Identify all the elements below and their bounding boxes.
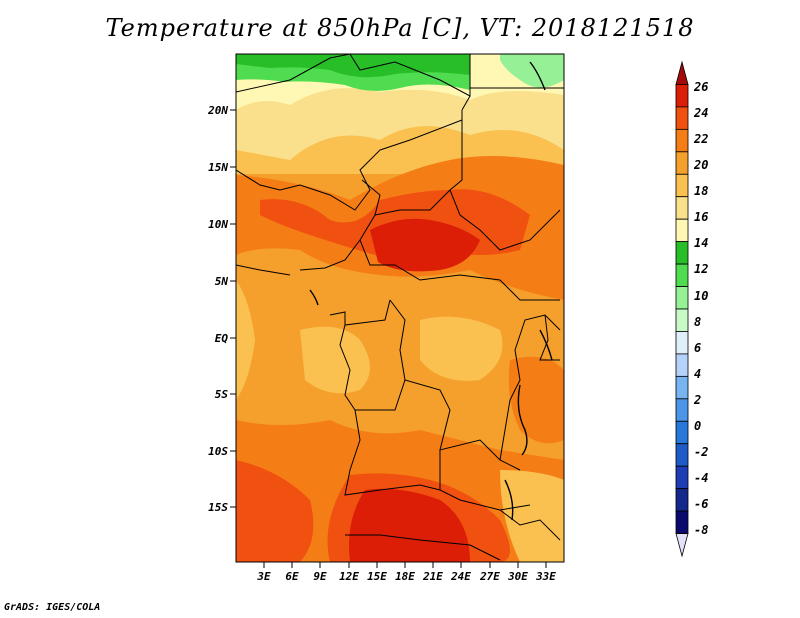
colorbar-label: 2 xyxy=(693,393,701,407)
colorbar-swatch xyxy=(675,331,689,355)
map-frame xyxy=(235,53,565,563)
colorbar: 26 24 22 20 18 16 14 12 10 8 6 4 2 0 -2 … xyxy=(675,60,708,558)
lon-label: 15E xyxy=(367,570,387,583)
colorbar-label: 14 xyxy=(694,236,708,250)
lat-label: EQ xyxy=(215,332,229,345)
colorbar-swatch xyxy=(675,263,689,287)
colorbar-swatch xyxy=(675,60,689,85)
colorbar-label: -2 xyxy=(694,445,708,459)
lat-label: 10N xyxy=(208,218,228,231)
colorbar-label: -6 xyxy=(694,497,708,511)
lakes-coastline xyxy=(309,61,553,521)
field-se-pale xyxy=(500,470,564,562)
colorbar-swatch xyxy=(675,375,689,400)
field-hottest-central xyxy=(370,218,480,272)
colorbar-swatch xyxy=(675,196,689,220)
lat-label: 10S xyxy=(208,445,228,458)
field-congo-pale xyxy=(300,326,370,394)
colorbar-label: 26 xyxy=(693,80,708,94)
colorbar-swatch xyxy=(675,286,689,310)
colorbar-swatch xyxy=(675,106,689,130)
colorbar-label: 16 xyxy=(694,210,708,224)
lat-axis: 20N 15N 10N 5N EQ 5S 10S 15S xyxy=(207,104,236,514)
lon-label: 6E xyxy=(285,570,299,583)
colorbar-swatch xyxy=(675,128,689,153)
colorbar-label: 22 xyxy=(693,132,708,146)
colorbar-swatch xyxy=(675,398,689,422)
lat-label: 15S xyxy=(208,501,228,514)
field-green-dark xyxy=(236,54,470,78)
colorbar-swatches xyxy=(675,60,689,558)
temperature-field xyxy=(236,54,564,562)
colorbar-label: 20 xyxy=(693,158,708,172)
colorbar-swatch xyxy=(675,308,689,332)
colorbar-label: -4 xyxy=(694,471,708,485)
lon-label: 3E xyxy=(256,570,271,583)
colorbar-labels: 26 24 22 20 18 16 14 12 10 8 6 4 2 0 -2 … xyxy=(693,80,708,537)
colorbar-label: 24 xyxy=(693,106,708,120)
field-sw-hot xyxy=(236,460,314,562)
lat-label: 5S xyxy=(215,388,229,401)
footer-credit: GrADS: IGES/COLA xyxy=(4,602,101,613)
lon-axis: 3E 6E 9E 12E 15E 18E 21E 24E 27E 30E 33E xyxy=(256,562,556,583)
field-basin-pale xyxy=(420,316,503,381)
colorbar-label: 4 xyxy=(694,367,701,381)
colorbar-label: 10 xyxy=(694,289,708,303)
lat-label: 5N xyxy=(215,275,229,288)
colorbar-swatch xyxy=(675,533,689,558)
colorbar-swatch xyxy=(675,173,689,198)
lon-label: 9E xyxy=(313,570,327,583)
colorbar-swatch xyxy=(675,510,689,534)
colorbar-label: 0 xyxy=(694,419,701,433)
chart-title: Temperature at 850hPa [C], VT: 201812151… xyxy=(105,14,695,42)
colorbar-label: 18 xyxy=(694,184,708,198)
field-green-ne xyxy=(500,54,564,88)
lon-label: 33E xyxy=(535,570,556,583)
colorbar-label: 12 xyxy=(694,262,708,276)
colorbar-swatch xyxy=(675,218,689,243)
field-east-orange xyxy=(508,356,564,444)
colorbar-swatch xyxy=(675,443,689,467)
lon-label: 27E xyxy=(479,570,500,583)
lon-label: 30E xyxy=(507,570,528,583)
lon-label: 12E xyxy=(339,570,359,583)
lat-label: 20N xyxy=(207,104,228,117)
colorbar-swatch xyxy=(675,420,689,445)
colorbar-swatch xyxy=(675,151,689,175)
lat-label: 15N xyxy=(208,161,228,174)
colorbar-swatch xyxy=(675,241,689,265)
country-borders xyxy=(236,54,564,561)
colorbar-label: 8 xyxy=(694,315,701,329)
colorbar-swatch xyxy=(675,84,689,108)
lon-label: 18E xyxy=(395,570,415,583)
field-kalahari-core xyxy=(349,488,470,562)
colorbar-swatch xyxy=(675,488,689,512)
lon-label: 21E xyxy=(422,570,443,583)
colorbar-swatch xyxy=(675,353,689,377)
lon-label: 24E xyxy=(450,570,471,583)
colorbar-label: 6 xyxy=(694,341,701,355)
colorbar-label: -8 xyxy=(694,523,708,537)
field-atlantic-pale xyxy=(236,280,255,400)
colorbar-swatch xyxy=(675,465,689,490)
